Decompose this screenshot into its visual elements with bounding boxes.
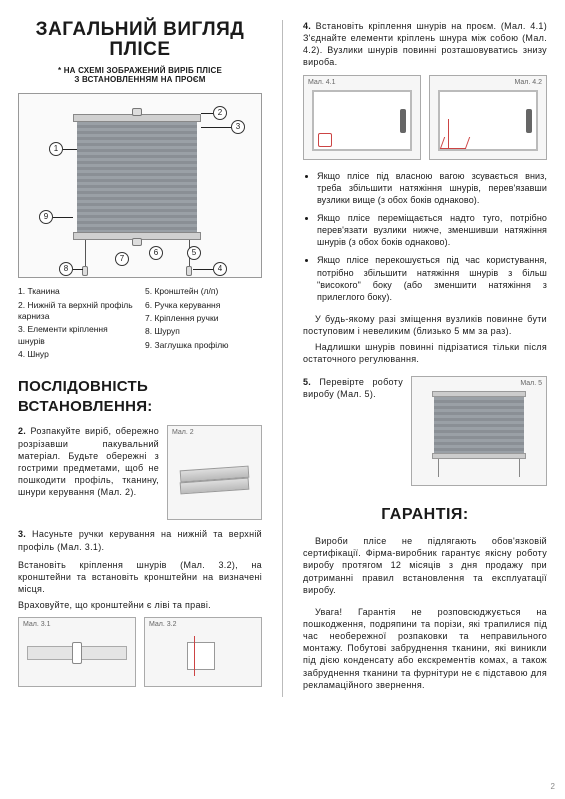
main-title: ЗАГАЛЬНИЙ ВИГЛЯД ПЛІСЕ [18, 20, 262, 60]
step-3: 3. Насуньте ручки керування на нижній та… [18, 528, 262, 552]
legend-item: 3. Елементи кріплення шнурів [18, 324, 135, 347]
legend-right: 5. Кронштейн (л/п) 6. Ручка керування 7.… [145, 286, 262, 363]
legend-item: 8. Шуруп [145, 326, 262, 337]
fig5-bot [432, 453, 526, 459]
subnote: * НА СХЕМІ ЗОБРАЖЕНИЙ ВИРІБ ПЛІСЕ З ВСТА… [18, 66, 262, 85]
legend-item: 2. Нижній та верхній профіль карниза [18, 300, 135, 323]
legend-left: 1. Тканина 2. Нижній та верхній профіль … [18, 286, 135, 363]
bullet-1: Якщо плісе під власною вагою зсувається … [317, 170, 547, 206]
fig2-label: Мал. 2 [172, 428, 194, 437]
fig31-label: Мал. 3.1 [23, 620, 51, 629]
step-3a: Насуньте ручки керування на нижній та ве… [18, 529, 262, 551]
callout-5: 5 [187, 246, 201, 260]
callout-7: 7 [115, 252, 129, 266]
step-2-text: 2. Розпакуйте виріб, обережно розрізавши… [18, 425, 159, 498]
bullet-2: Якщо плісе переміщається надто туго, пот… [317, 212, 547, 248]
adjustment-bullets: Якщо плісе під власною вагою зсувається … [303, 170, 547, 303]
legend-item: 5. Кронштейн (л/п) [145, 286, 262, 297]
fig42-handle [526, 109, 532, 133]
legend-item: 7. Кріплення ручки [145, 313, 262, 324]
note-2: Надлишки шнурів повинні підрізатися тіль… [303, 341, 547, 365]
callout-2: 2 [213, 106, 227, 120]
fig32-bracket [187, 642, 215, 670]
step-2-row: 2. Розпакуйте виріб, обережно розрізавши… [18, 425, 262, 520]
fig31-handle [72, 642, 82, 664]
bottom-handle [132, 238, 142, 246]
right-column: 4. Встановіть кріплення шнурів на проєм.… [303, 20, 547, 697]
step-5-num: 5. [303, 377, 311, 387]
step-4-num: 4. [303, 21, 311, 31]
legend-item: 4. Шнур [18, 349, 135, 360]
warranty-p2: Увага! Гарантія не розповсюджується на п… [303, 606, 547, 691]
step-5-text: 5. Перевірте роботу виробу (Мал. 5). [303, 376, 403, 400]
fig5-cordr [519, 459, 520, 477]
figure-4-1: Мал. 4.1 [303, 75, 421, 160]
sequence-title: ПОСЛІДОВНІСТЬ ВСТАНОВЛЕННЯ: [18, 377, 262, 418]
knob-left [82, 266, 88, 276]
title-line1: ЗАГАЛЬНИЙ ВИГЛЯД [36, 19, 245, 40]
figure-3-1: Мал. 3.1 [18, 617, 136, 687]
callout-9: 9 [39, 210, 53, 224]
legend-item: 6. Ручка керування [145, 300, 262, 311]
fig32-cord [194, 636, 195, 676]
fig5-label: Мал. 5 [520, 379, 542, 388]
knob-right [186, 266, 192, 276]
warranty-p1: Вироби плісе не підлягають обов'язковій … [303, 535, 547, 596]
callout-4: 4 [213, 262, 227, 276]
step-5-body: Перевірте роботу виробу (Мал. 5). [303, 377, 403, 399]
fig5-fabric [434, 397, 524, 453]
warranty-title: ГАРАНТІЯ: [303, 504, 547, 526]
fig41-label: Мал. 4.1 [308, 78, 336, 87]
step-4-body: Встановіть кріплення шнурів на проєм. (М… [303, 21, 547, 67]
overview-diagram: 1 2 3 4 5 6 7 8 9 [18, 93, 262, 278]
fig41-handle [400, 109, 406, 133]
figure-2: Мал. 2 [167, 425, 262, 520]
fig5-cordl [438, 459, 439, 477]
legend-item: 9. Заглушка профілю [145, 340, 262, 351]
top-handle [132, 108, 142, 116]
fig32-label: Мал. 3.2 [149, 620, 177, 629]
fig42-label: Мал. 4.2 [514, 78, 542, 87]
legend-item: 1. Тканина [18, 286, 135, 297]
subnote-line1: * НА СХЕМІ ЗОБРАЖЕНИЙ ВИРІБ ПЛІСЕ [58, 66, 222, 75]
title-line2: ПЛІСЕ [109, 39, 170, 60]
callout-6: 6 [149, 246, 163, 260]
subnote-line2: З ВСТАНОВЛЕННЯМ НА ПРОЄМ [74, 75, 205, 84]
step-5-row: 5. Перевірте роботу виробу (Мал. 5). Мал… [303, 376, 547, 486]
figure-3-2: Мал. 3.2 [144, 617, 262, 687]
note-1: У будь-якому разі зміщення вузликів пови… [303, 313, 547, 337]
step-2-body: Розпакуйте виріб, обережно розрізавши па… [18, 426, 159, 497]
figure-5: Мал. 5 [411, 376, 547, 486]
page-columns: ЗАГАЛЬНИЙ ВИГЛЯД ПЛІСЕ * НА СХЕМІ ЗОБРАЖ… [18, 20, 547, 697]
fig41-bracket [318, 133, 332, 147]
column-divider [282, 20, 283, 697]
page-number: 2 [551, 782, 555, 793]
step-4: 4. Встановіть кріплення шнурів на проєм.… [303, 20, 547, 69]
step-2-num: 2. [18, 426, 26, 436]
fabric [77, 122, 197, 232]
step-3-num: 3. [18, 529, 26, 539]
callout-8: 8 [59, 262, 73, 276]
callout-3: 3 [231, 120, 245, 134]
fig-3-pair: Мал. 3.1 Мал. 3.2 [18, 617, 262, 687]
legend: 1. Тканина 2. Нижній та верхній профіль … [18, 286, 262, 363]
figure-4-2: Мал. 4.2 [429, 75, 547, 160]
fig-4-pair: Мал. 4.1 Мал. 4.2 [303, 75, 547, 160]
fig42-scissors [440, 137, 470, 149]
step-3c: Враховуйте, що кронштейни є ліві та прав… [18, 599, 262, 611]
left-column: ЗАГАЛЬНИЙ ВИГЛЯД ПЛІСЕ * НА СХЕМІ ЗОБРАЖ… [18, 20, 262, 697]
bullet-3: Якщо плісе перекошується під час користу… [317, 254, 547, 303]
callout-1: 1 [49, 142, 63, 156]
step-3b: Встановіть кріплення шнурів (Мал. 3.2), … [18, 559, 262, 595]
